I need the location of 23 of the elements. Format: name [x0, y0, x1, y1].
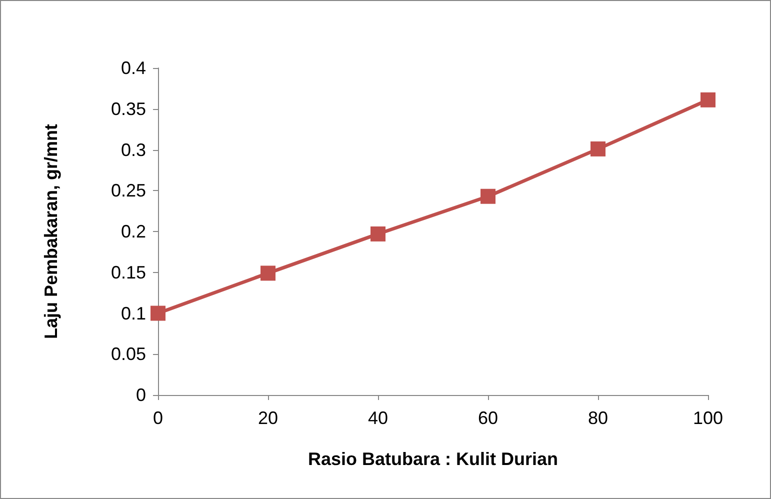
x-tick-label: 40: [368, 408, 388, 428]
y-axis-title: Laju Pembakaran, gr/mnt: [41, 124, 61, 340]
point: [590, 141, 606, 156]
y-tick-label: 0.1: [120, 303, 146, 324]
x-tick-label: 0: [152, 408, 164, 428]
y-tick-label: 0.25: [110, 180, 146, 201]
y-tick-label: 0.05: [110, 344, 146, 364]
y-tick-label: 0.35: [110, 98, 146, 119]
point: [700, 92, 716, 108]
y-tick-label: 0.15: [110, 262, 146, 282]
x-tick-label: 20: [258, 408, 278, 428]
point: [150, 306, 166, 321]
point: [260, 266, 276, 281]
y-tick-label: 0.3: [120, 140, 146, 160]
y-tick-label: 0.2: [120, 222, 146, 242]
point: [370, 226, 386, 242]
x-tick-label: 100: [692, 408, 724, 428]
y-tick-label: 0: [136, 385, 146, 405]
x-tick-label: 80: [588, 408, 608, 428]
y-tick-label: 0.4: [120, 58, 146, 78]
point: [480, 188, 496, 204]
x-tick-label: 60: [478, 408, 498, 428]
x-axis-title: Rasio Batubara : Kulit Durian: [308, 449, 558, 469]
